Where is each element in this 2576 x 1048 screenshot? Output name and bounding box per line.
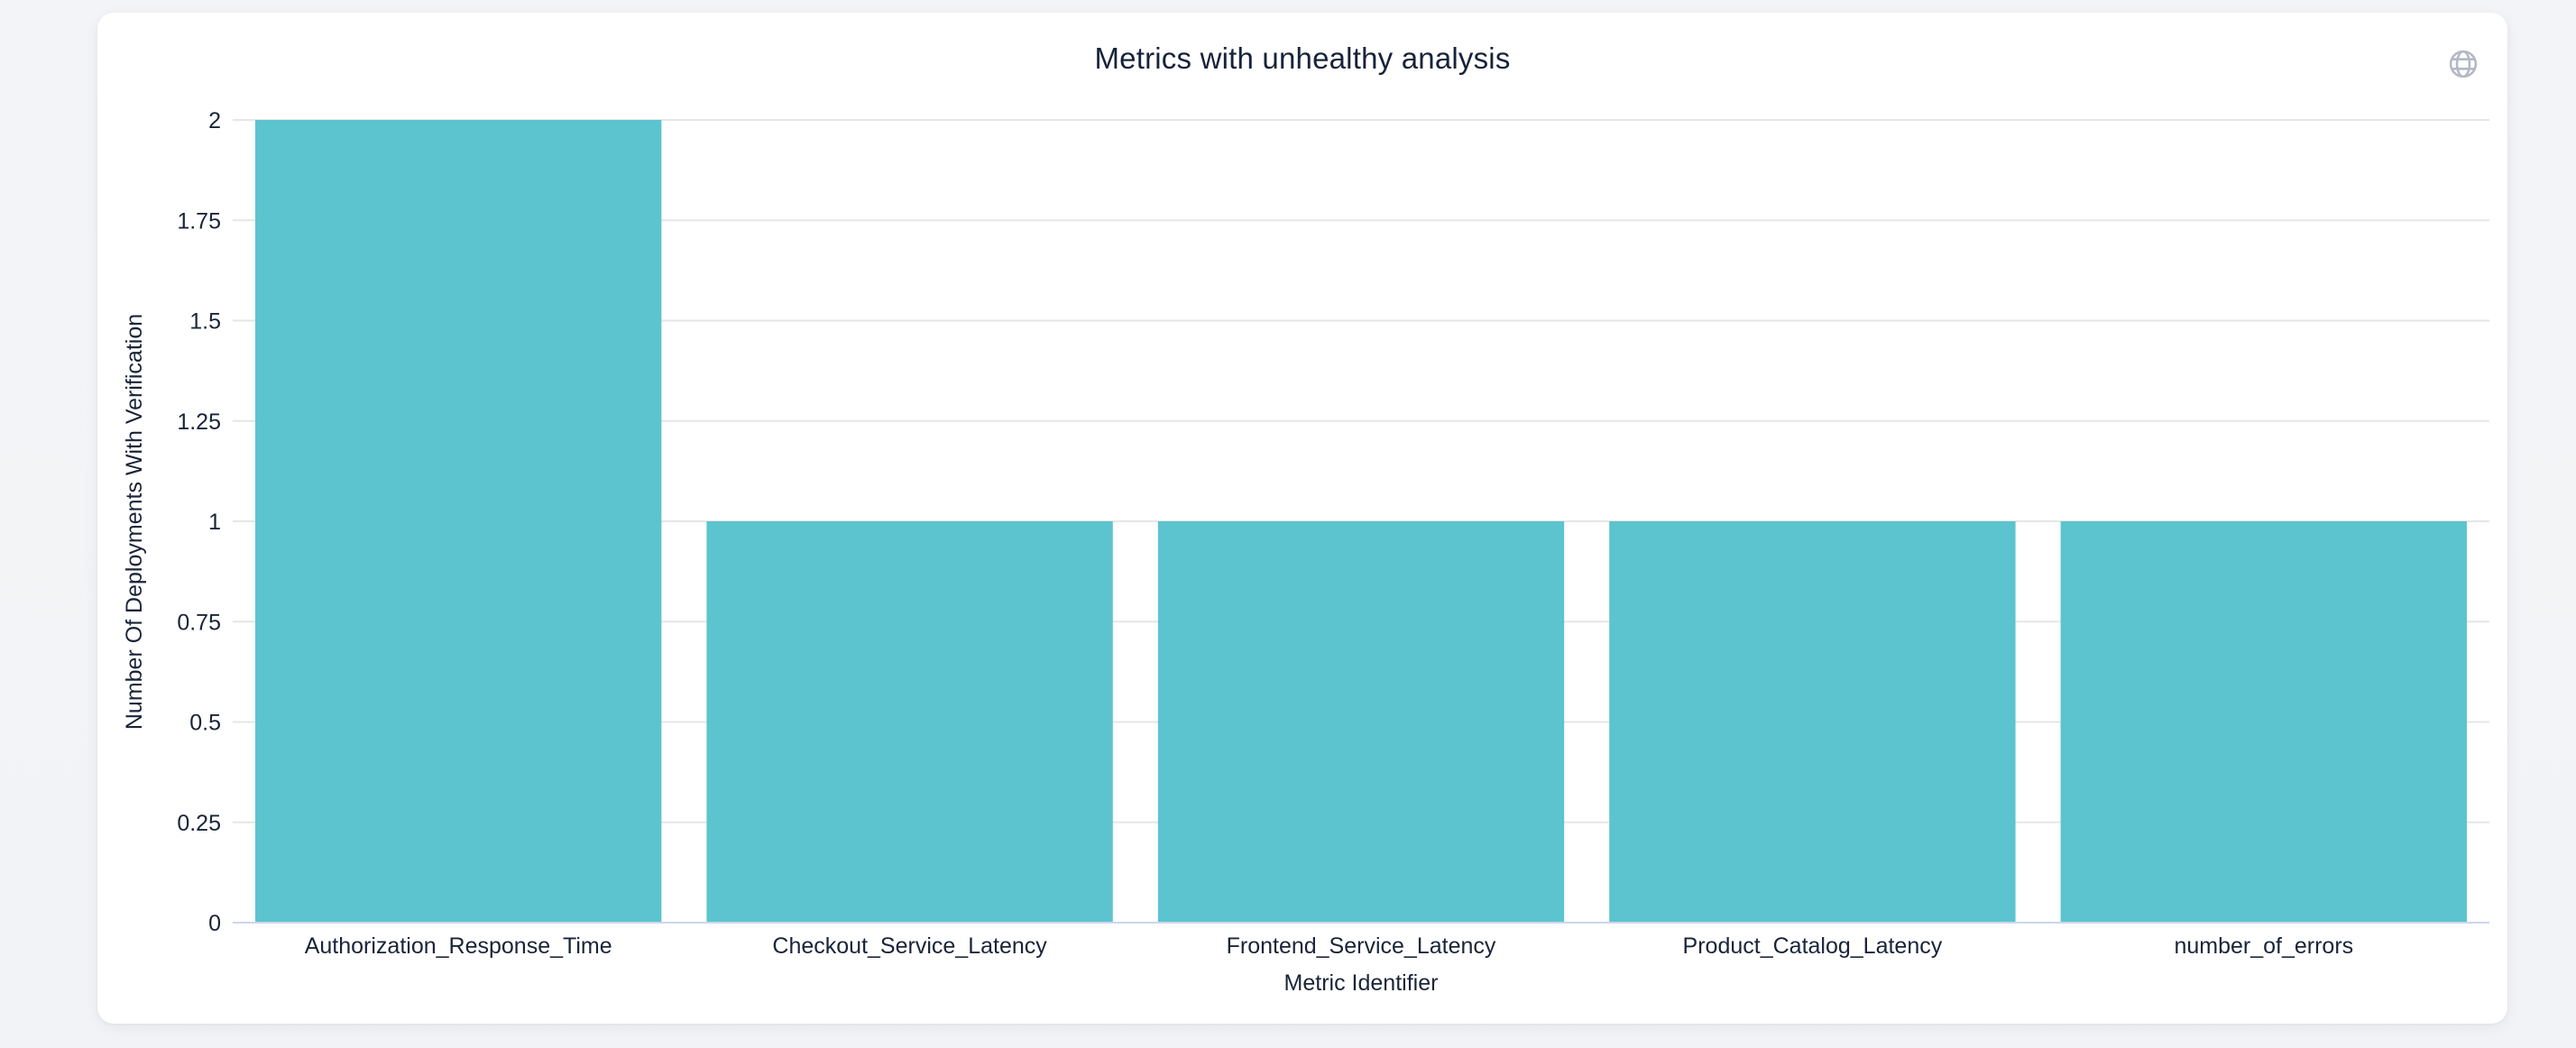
bar-number_of_errors[interactable]	[2060, 521, 2467, 923]
bar-Product_Catalog_Latency[interactable]	[1609, 521, 2016, 923]
x-tick-label: Authorization_Response_Time	[305, 933, 612, 959]
x-tick-label: Frontend_Service_Latency	[1227, 933, 1496, 959]
y-tick-label: 1.5	[189, 309, 221, 335]
chart-card: Metrics with unhealthy analysis 0 0.25 0.5…	[97, 13, 2507, 1024]
bar-chart-plot: 0 0.25 0.5 0.75 1 1.25 1.5 1.75 2 Authorization_R…	[177, 108, 2489, 959]
y-tick-label: 1.25	[177, 409, 221, 435]
y-tick-label: 2	[208, 108, 221, 133]
x-axis-title: Metric Identifier	[1283, 970, 1439, 996]
x-tick-label: Checkout_Service_Latency	[772, 933, 1047, 959]
y-tick-label: 0	[208, 911, 221, 936]
globe-icon[interactable]	[2442, 42, 2485, 86]
y-tick-label: 0.5	[189, 711, 221, 736]
y-tick-label: 0.25	[177, 811, 221, 836]
bar-Authorization_Response_Time[interactable]	[255, 120, 662, 923]
chart-title: Metrics with unhealthy analysis	[1094, 41, 1511, 75]
x-tick-label: number_of_errors	[2174, 933, 2353, 959]
globe-icon-glyph	[2449, 50, 2478, 78]
y-tick-label: 1.75	[177, 208, 221, 234]
y-tick-label: 1	[208, 510, 221, 535]
bar-Frontend_Service_Latency[interactable]	[1157, 521, 1565, 923]
bar-Checkout_Service_Latency[interactable]	[706, 521, 1113, 923]
y-tick-label: 0.75	[177, 610, 221, 635]
x-tick-label: Product_Catalog_Latency	[1683, 933, 1943, 959]
